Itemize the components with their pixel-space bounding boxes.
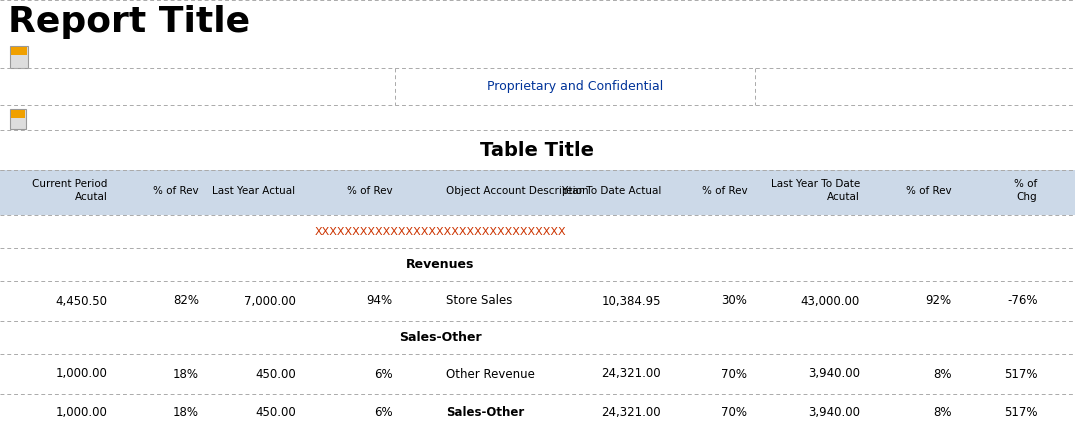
Text: % of
Chg: % of Chg xyxy=(1014,179,1037,202)
Text: 1,000.00: 1,000.00 xyxy=(56,406,108,419)
Text: 1,000.00: 1,000.00 xyxy=(56,368,108,380)
Text: 8%: 8% xyxy=(933,368,951,380)
Text: 94%: 94% xyxy=(367,294,392,307)
Text: Year To Date Actual: Year To Date Actual xyxy=(561,185,661,196)
Text: Other Revenue: Other Revenue xyxy=(446,368,535,380)
Text: 450.00: 450.00 xyxy=(255,368,296,380)
Text: Report Title: Report Title xyxy=(8,5,250,39)
Text: 70%: 70% xyxy=(721,406,747,419)
FancyBboxPatch shape xyxy=(0,170,1075,215)
Text: 4,450.50: 4,450.50 xyxy=(56,294,108,307)
Text: 3,940.00: 3,940.00 xyxy=(808,406,860,419)
Text: % of Rev: % of Rev xyxy=(906,185,951,196)
Text: Store Sales: Store Sales xyxy=(446,294,513,307)
Text: Current Period
Acutal: Current Period Acutal xyxy=(32,179,108,202)
FancyBboxPatch shape xyxy=(11,47,27,55)
Text: Sales-Other: Sales-Other xyxy=(399,331,482,344)
Text: 517%: 517% xyxy=(1004,406,1037,419)
Text: Object Account Description: Object Account Description xyxy=(446,185,589,196)
Text: Last Year To Date
Acutal: Last Year To Date Acutal xyxy=(771,179,860,202)
Text: 3,940.00: 3,940.00 xyxy=(808,368,860,380)
Text: % of Rev: % of Rev xyxy=(702,185,747,196)
Text: 24,321.00: 24,321.00 xyxy=(602,406,661,419)
Text: 70%: 70% xyxy=(721,368,747,380)
Text: Revenues: Revenues xyxy=(406,258,474,271)
Text: Proprietary and Confidential: Proprietary and Confidential xyxy=(487,80,663,93)
Text: 7,000.00: 7,000.00 xyxy=(244,294,296,307)
Text: Table Title: Table Title xyxy=(481,140,594,160)
Text: 6%: 6% xyxy=(374,368,392,380)
Text: Sales-Other: Sales-Other xyxy=(446,406,525,419)
Text: 82%: 82% xyxy=(173,294,199,307)
Text: 6%: 6% xyxy=(374,406,392,419)
Text: 92%: 92% xyxy=(926,294,951,307)
Text: 18%: 18% xyxy=(173,406,199,419)
FancyBboxPatch shape xyxy=(11,110,25,118)
Text: -76%: -76% xyxy=(1007,294,1037,307)
Text: 30%: 30% xyxy=(721,294,747,307)
Text: % of Rev: % of Rev xyxy=(347,185,392,196)
Text: % of Rev: % of Rev xyxy=(154,185,199,196)
Text: 10,384.95: 10,384.95 xyxy=(602,294,661,307)
Text: 8%: 8% xyxy=(933,406,951,419)
Text: 517%: 517% xyxy=(1004,368,1037,380)
Text: XXXXXXXXXXXXXXXXXXXXXXXXXXXXXXXXX: XXXXXXXXXXXXXXXXXXXXXXXXXXXXXXXXX xyxy=(314,226,565,237)
Text: 450.00: 450.00 xyxy=(255,406,296,419)
Text: Last Year Actual: Last Year Actual xyxy=(213,185,296,196)
Text: 24,321.00: 24,321.00 xyxy=(602,368,661,380)
FancyBboxPatch shape xyxy=(10,46,28,68)
Text: 43,000.00: 43,000.00 xyxy=(801,294,860,307)
Text: 18%: 18% xyxy=(173,368,199,380)
FancyBboxPatch shape xyxy=(10,109,26,129)
